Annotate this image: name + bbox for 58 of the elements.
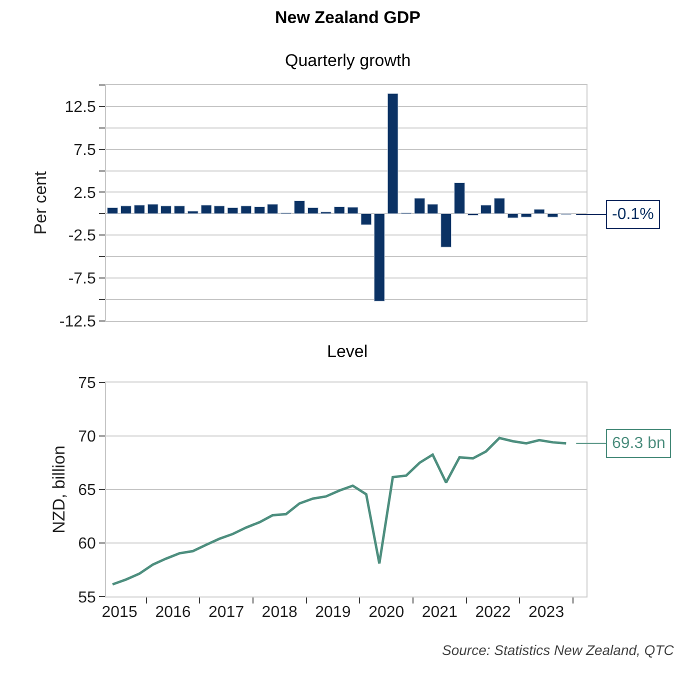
x-tick-label: 2021 bbox=[422, 604, 458, 621]
annotation: 69.3 bn bbox=[612, 435, 666, 452]
y-tick-label: -7.5 bbox=[68, 270, 96, 288]
y-tick-label: -2.5 bbox=[68, 228, 96, 245]
bar bbox=[254, 206, 266, 214]
y-tick-label: 65 bbox=[78, 482, 96, 500]
x-tick-label: 2019 bbox=[315, 604, 351, 621]
bar bbox=[294, 200, 305, 214]
x-tick-label: 2023 bbox=[528, 604, 564, 621]
annotation: -0.1% bbox=[612, 206, 654, 223]
chart-title: Level bbox=[327, 342, 368, 361]
y-tick-label: 7.5 bbox=[74, 142, 96, 159]
bar bbox=[494, 198, 505, 214]
bar bbox=[507, 213, 518, 218]
x-tick-label: 2018 bbox=[262, 604, 298, 621]
bar bbox=[374, 213, 385, 302]
y-tick-label: 70 bbox=[78, 428, 96, 446]
x-tick-label: 2016 bbox=[155, 604, 191, 621]
bar bbox=[147, 204, 158, 214]
y-tick-label: 12.5 bbox=[64, 99, 96, 116]
bar bbox=[160, 206, 172, 214]
bar bbox=[440, 213, 452, 248]
bar bbox=[414, 198, 426, 214]
x-tick-label: 2015 bbox=[102, 604, 138, 621]
bar bbox=[134, 204, 145, 214]
bar bbox=[187, 210, 198, 214]
bar bbox=[520, 213, 532, 218]
bar bbox=[334, 206, 345, 214]
bar bbox=[427, 204, 438, 214]
y-axis-title: NZD, billion bbox=[50, 446, 69, 534]
bar bbox=[227, 207, 238, 214]
bar bbox=[347, 206, 358, 214]
x-tick-label: 2017 bbox=[208, 604, 244, 621]
bar bbox=[120, 206, 132, 214]
bar bbox=[454, 182, 465, 214]
y-tick-label: 75 bbox=[78, 374, 96, 392]
bar bbox=[534, 209, 545, 214]
bar bbox=[307, 207, 318, 214]
chart-title: New Zealand GDP bbox=[275, 8, 420, 27]
bar bbox=[360, 213, 372, 226]
y-tick-label: 2.5 bbox=[74, 184, 96, 202]
y-tick-label: -12.5 bbox=[59, 313, 96, 330]
y-axis-title: Per cent bbox=[30, 170, 50, 235]
bar bbox=[107, 207, 118, 214]
chart-subtitle: Quarterly growth bbox=[285, 51, 411, 70]
bar bbox=[387, 93, 398, 214]
bar bbox=[240, 206, 252, 214]
bar bbox=[547, 213, 558, 218]
x-tick-label: 2022 bbox=[475, 604, 511, 621]
source-note: Source: Statistics New Zealand, QTC bbox=[442, 642, 675, 658]
y-tick-label: 55 bbox=[78, 589, 96, 606]
bar bbox=[267, 204, 278, 214]
bar bbox=[214, 206, 225, 214]
bar bbox=[200, 204, 212, 214]
x-tick-label: 2020 bbox=[368, 604, 404, 621]
y-tick-label: 60 bbox=[78, 536, 96, 553]
bar bbox=[480, 204, 492, 214]
bar bbox=[174, 206, 185, 214]
